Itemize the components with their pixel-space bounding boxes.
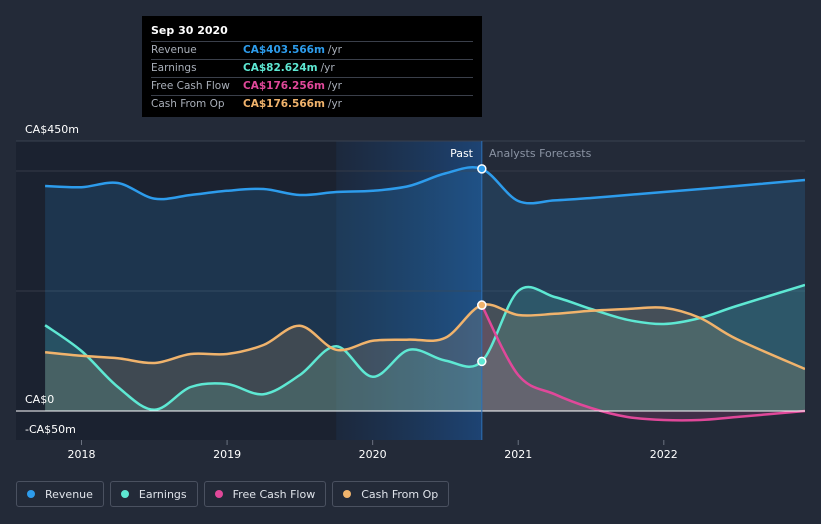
- tooltip-label: Earnings: [151, 62, 197, 74]
- area-earnings: [45, 285, 805, 411]
- past-label: Past: [450, 147, 474, 160]
- line-cash-from-op: [44, 303, 805, 371]
- x-tick-label: 2018: [68, 448, 96, 461]
- legend-item-free-cash-flow[interactable]: Free Cash Flow: [203, 481, 327, 507]
- tooltip-label: Cash From Op: [151, 98, 225, 110]
- legend-dot-icon: [214, 490, 223, 498]
- tooltip-value: CA$176.566m: [243, 98, 325, 110]
- tooltip-date: Sep 30 2020: [151, 24, 228, 37]
- legend: Revenue Earnings Free Cash Flow Cash Fro…: [16, 481, 455, 507]
- tooltip-row-revenue: Revenue CA$403.566m /yr: [151, 41, 473, 59]
- point-cash-from-op[interactable]: [477, 300, 487, 310]
- tooltip-value: CA$82.624m: [243, 62, 318, 74]
- legend-item-earnings[interactable]: Earnings: [109, 481, 198, 507]
- tooltip-label: Revenue: [151, 44, 197, 56]
- tooltip-value: CA$403.566m: [243, 44, 325, 56]
- tooltip-unit: /yr: [320, 62, 335, 74]
- tooltip-value: CA$176.256m: [243, 80, 325, 92]
- legend-label: Cash From Op: [361, 487, 439, 501]
- legend-dot-icon: [120, 490, 129, 498]
- tooltip-label: Free Cash Flow: [151, 80, 230, 92]
- y-label-bottom: -CA$50m: [25, 423, 76, 436]
- x-tick-label: 2022: [650, 448, 678, 461]
- area-free-cash-flow: [481, 305, 805, 421]
- x-tick-label: 2021: [504, 448, 532, 461]
- legend-label: Revenue: [45, 487, 93, 501]
- area-cash-from-op: [45, 304, 805, 411]
- x-tick-label: 2020: [359, 448, 387, 461]
- tooltip-unit: /yr: [327, 98, 342, 110]
- tooltip-row-free-cash-flow: Free Cash Flow CA$176.256m /yr: [151, 77, 473, 95]
- y-label-top: CA$450m: [25, 123, 79, 136]
- tooltip-row-cash-from-op: Cash From Op CA$176.566m /yr: [151, 95, 473, 113]
- legend-dot-icon: [343, 490, 352, 498]
- tooltip: Sep 30 2020 Revenue CA$403.566m /yr Earn…: [142, 16, 482, 117]
- legend-item-revenue[interactable]: Revenue: [16, 481, 104, 507]
- y-label-zero: CA$0: [25, 393, 54, 406]
- tooltip-unit: /yr: [327, 80, 342, 92]
- legend-item-cash-from-op[interactable]: Cash From Op: [332, 481, 450, 507]
- point-earnings[interactable]: [477, 356, 487, 367]
- legend-label: Free Cash Flow: [232, 487, 316, 501]
- point-revenue[interactable]: [477, 164, 487, 174]
- line-earnings: [44, 283, 805, 412]
- legend-dot-icon: [27, 490, 35, 498]
- tooltip-unit: /yr: [327, 44, 342, 56]
- line-revenue: [45, 166, 805, 205]
- x-tick-label: 2019: [213, 448, 241, 461]
- tooltip-row-earnings: Earnings CA$82.624m /yr: [151, 59, 473, 77]
- area-revenue: [45, 167, 805, 411]
- line-free-cash-flow: [480, 304, 805, 422]
- legend-label: Earnings: [138, 487, 187, 501]
- forecast-label: Analysts Forecasts: [489, 147, 592, 160]
